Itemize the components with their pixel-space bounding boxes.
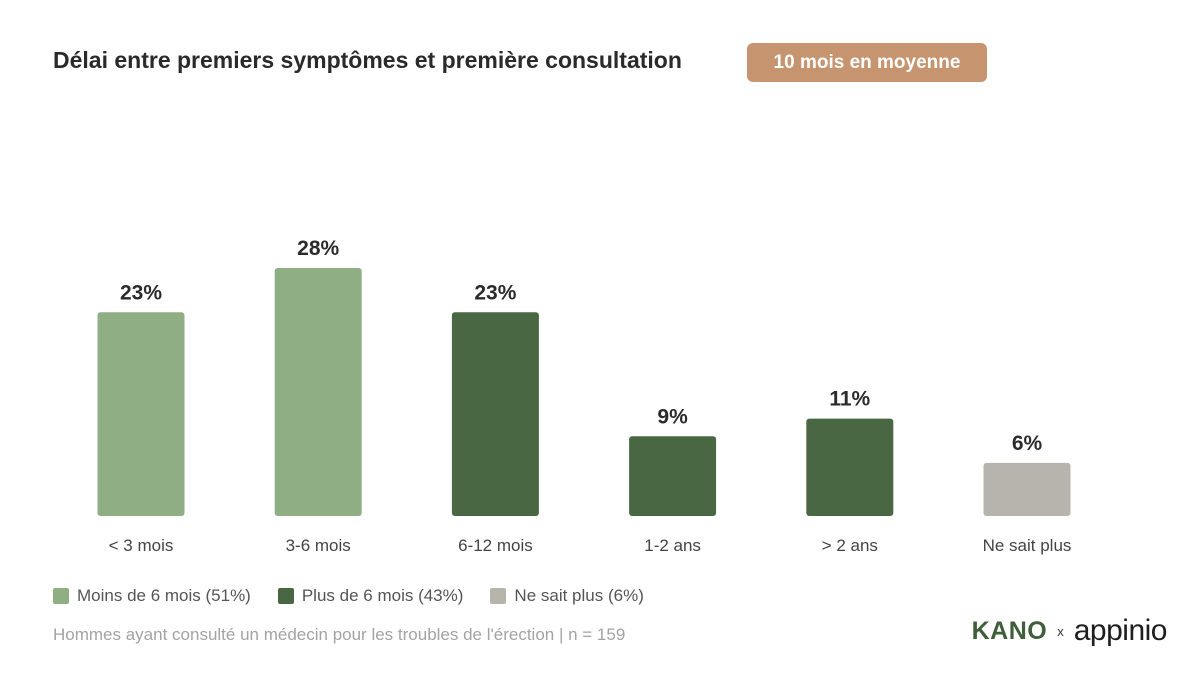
footnote: Hommes ayant consulté un médecin pour le… (53, 625, 626, 644)
legend: Moins de 6 mois (51%) Plus de 6 mois (43… (53, 586, 644, 606)
average-badge: 10 mois en moyenne (747, 43, 987, 82)
kano-logo: KANO (971, 616, 1048, 645)
bar-1 (274, 268, 362, 516)
x-tick-label-5: Ne sait plus (983, 536, 1072, 555)
bar-4 (806, 418, 894, 516)
logo-separator: x (1057, 623, 1064, 639)
x-tick-label-0: < 3 mois (109, 536, 174, 555)
x-tick-label-4: > 2 ans (822, 536, 878, 555)
legend-label: Plus de 6 mois (43%) (301, 586, 464, 605)
x-tick-label-1: 3-6 mois (286, 536, 351, 555)
legend-item-dont-know: Ne sait plus (6%) (490, 586, 644, 606)
legend-item-more-6-months: Plus de 6 mois (43%) (277, 586, 464, 606)
legend-label: Ne sait plus (6%) (514, 586, 644, 605)
bar-5 (983, 462, 1071, 516)
legend-swatch-dark-green (277, 588, 294, 604)
data-label-1: 28% (297, 237, 339, 260)
brand-logos: KANO x appinio (971, 614, 1168, 648)
data-label-5: 6% (1012, 432, 1043, 455)
chart-title: Délai entre premiers symptômes et premiè… (53, 47, 682, 73)
appinio-logo: appinio (1073, 614, 1168, 647)
legend-swatch-light-green (53, 588, 69, 604)
legend-item-less-6-months: Moins de 6 mois (51%) (53, 586, 251, 606)
data-label-3: 9% (657, 405, 688, 428)
bar-0 (97, 312, 185, 516)
x-tick-label-3: 1-2 ans (644, 536, 701, 555)
bar-2 (451, 312, 539, 516)
data-label-0: 23% (120, 281, 162, 304)
bar-3 (629, 436, 717, 516)
legend-label: Moins de 6 mois (51%) (77, 586, 251, 605)
data-label-2: 23% (474, 281, 516, 304)
x-tick-label-2: 6-12 mois (458, 536, 533, 555)
legend-swatch-grey (490, 588, 507, 604)
data-label-4: 11% (829, 388, 870, 411)
